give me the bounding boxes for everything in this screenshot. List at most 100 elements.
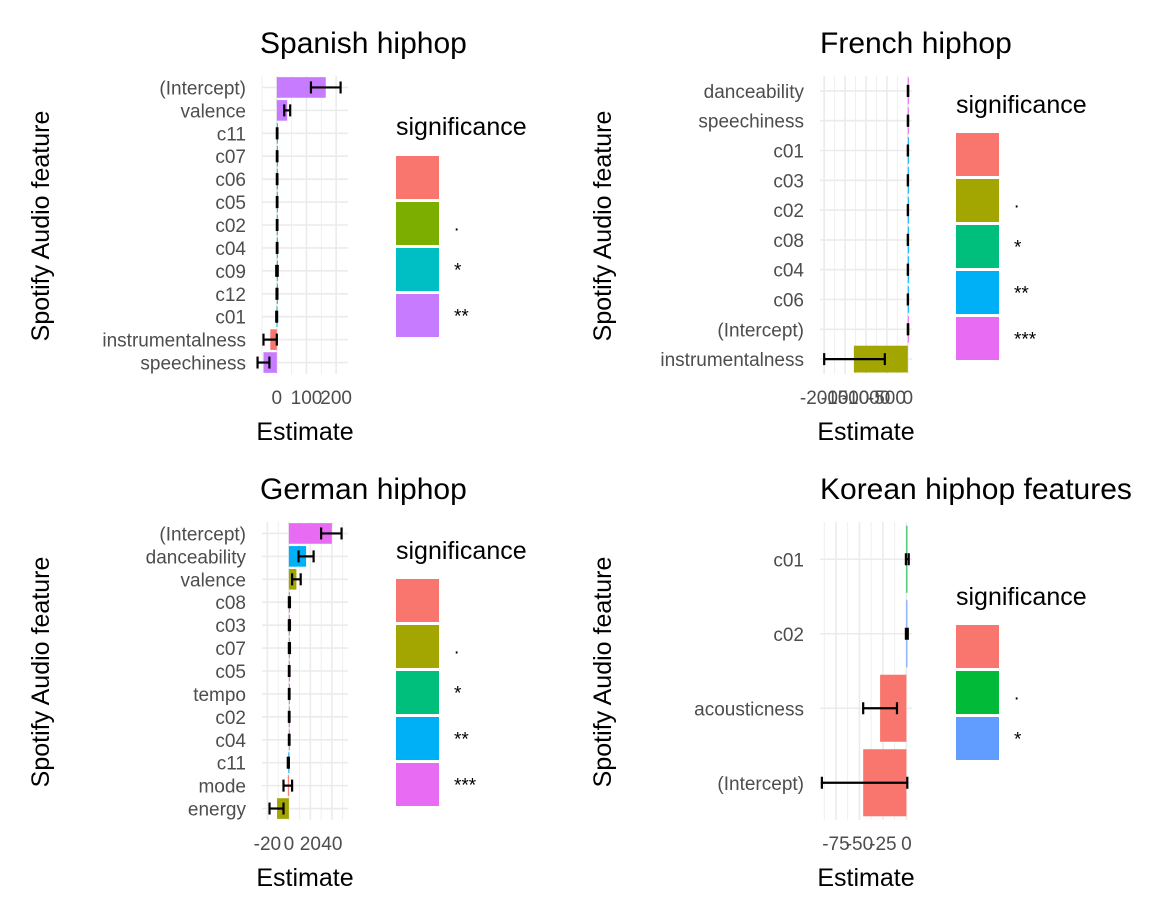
y-tick-label: c07 (215, 639, 246, 660)
y-axis-label: Spotify Audio feature (589, 111, 617, 342)
legend-label: * (1014, 238, 1022, 259)
x-axis-label: Estimate (817, 418, 914, 446)
y-tick-label: (Intercept) (717, 320, 804, 341)
y-tick-label: c11 (217, 124, 246, 145)
legend-title: significance (396, 537, 527, 565)
legend-label: . (1014, 684, 1019, 705)
y-tick-label: c08 (215, 593, 246, 614)
legend-key (396, 717, 439, 760)
legend-key (396, 671, 439, 714)
y-tick-label: c11 (217, 754, 246, 775)
legend-label: . (1014, 192, 1019, 213)
y-tick-label: danceability (146, 547, 247, 568)
x-axis-label: Estimate (817, 864, 914, 892)
y-tick-label: c12 (215, 285, 246, 306)
legend-title: significance (956, 91, 1087, 119)
y-tick-label: c04 (215, 239, 246, 260)
y-tick-label: (Intercept) (159, 524, 246, 545)
chart-title: Spanish hiphop (260, 27, 467, 60)
y-tick-label: c02 (215, 708, 246, 729)
bar (276, 77, 326, 98)
y-tick-label: mode (198, 777, 246, 798)
legend-key (956, 317, 999, 360)
plot-area: (Intercept)danceabilityvalencec08c03c07c… (146, 522, 348, 855)
legend-label: *** (1014, 330, 1037, 351)
legend-title: significance (396, 113, 527, 141)
y-tick-label: instrumentalness (102, 331, 246, 352)
x-tick-label: -75 (822, 834, 849, 855)
y-tick-label: c01 (215, 308, 246, 329)
legend-key (956, 717, 999, 760)
x-tick-label: 0 (901, 834, 912, 855)
x-tick-label: -500 (868, 388, 906, 409)
y-tick-label: (Intercept) (159, 78, 246, 99)
legend-key (956, 133, 999, 176)
legend-key (956, 671, 999, 714)
y-axis-label: Spotify Audio feature (27, 111, 55, 342)
legend-key (396, 763, 439, 806)
y-tick-label: c06 (215, 170, 246, 191)
chart-french-hiphop: French hiphop Estimate Spotify Audio fea… (589, 27, 1087, 446)
y-tick-label: c01 (773, 550, 804, 571)
x-tick-label: -20 (254, 834, 281, 855)
legend-keys: .****** (396, 579, 477, 806)
y-tick-label: valence (181, 101, 247, 122)
x-tick-label: -1500 (821, 388, 870, 409)
x-axis-label: Estimate (256, 864, 353, 892)
x-tick-label: 100 (291, 388, 323, 409)
y-tick-label: c05 (215, 193, 246, 214)
y-tick-label: c05 (215, 662, 246, 683)
x-tick-label: 0 (284, 834, 295, 855)
y-tick-label: c03 (773, 171, 804, 192)
y-tick-label: c04 (215, 731, 246, 752)
y-tick-label: c02 (215, 216, 246, 237)
legend-label: ** (454, 307, 469, 328)
y-tick-label: c03 (215, 616, 246, 637)
y-tick-label: danceability (704, 82, 805, 103)
y-axis-label: Spotify Audio feature (27, 557, 55, 788)
legend-label: . (454, 638, 459, 659)
legend-key (396, 625, 439, 668)
chart-spanish-hiphop: Spanish hiphop Estimate Spotify Audio fe… (27, 27, 527, 446)
legend-key (956, 179, 999, 222)
y-tick-label: c09 (215, 262, 246, 283)
y-tick-label: c02 (773, 201, 804, 222)
legend-label: * (454, 261, 462, 282)
y-tick-label: instrumentalness (660, 350, 804, 371)
legend-label: * (1014, 730, 1022, 751)
legend-key (956, 625, 999, 668)
y-tick-label: valence (181, 570, 247, 591)
y-tick-label: acousticness (694, 699, 804, 720)
y-tick-label: c07 (215, 147, 246, 168)
y-tick-label: tempo (193, 685, 246, 706)
x-tick-label: -1000 (842, 388, 891, 409)
y-tick-label: c08 (773, 231, 804, 252)
plot-area: danceability speechiness c01 c03 c02 c08 c04 c0… (660, 76, 913, 409)
y-tick-label: c06 (773, 291, 804, 312)
y-tick-label: speechiness (698, 112, 804, 133)
y-axis-label: Spotify Audio feature (589, 557, 617, 788)
x-tick-label: -25 (869, 834, 896, 855)
legend: significance .*** (396, 113, 527, 337)
legend-label: * (454, 684, 462, 705)
y-tick-label: c02 (773, 625, 804, 646)
legend-label: ** (1014, 284, 1029, 305)
legend-key (396, 202, 439, 245)
x-tick-label: 200 (320, 388, 352, 409)
y-tick-label: (Intercept) (717, 774, 804, 795)
y-tick-label: c01 (773, 142, 804, 163)
chart-title: French hiphop (820, 27, 1012, 60)
legend-key (396, 294, 439, 337)
x-tick-label: 0 (903, 388, 914, 409)
x-tick-label: -2000 (800, 388, 849, 409)
legend-label: *** (454, 776, 477, 797)
x-tick-label: 0 (272, 388, 283, 409)
legend-key (956, 271, 999, 314)
legend: significance .****** (396, 537, 527, 806)
chart-title: German hiphop (260, 473, 467, 506)
chart-title: Korean hiphop features (820, 473, 1132, 506)
plot-area: c01 c02 acousticness (Intercept) -75-50-25 0 (694, 522, 912, 855)
legend-keys: .****** (956, 133, 1037, 360)
plot-area: (Intercept)valencec11c07c06c05c02c04c09c… (102, 76, 352, 409)
legend-key (396, 248, 439, 291)
